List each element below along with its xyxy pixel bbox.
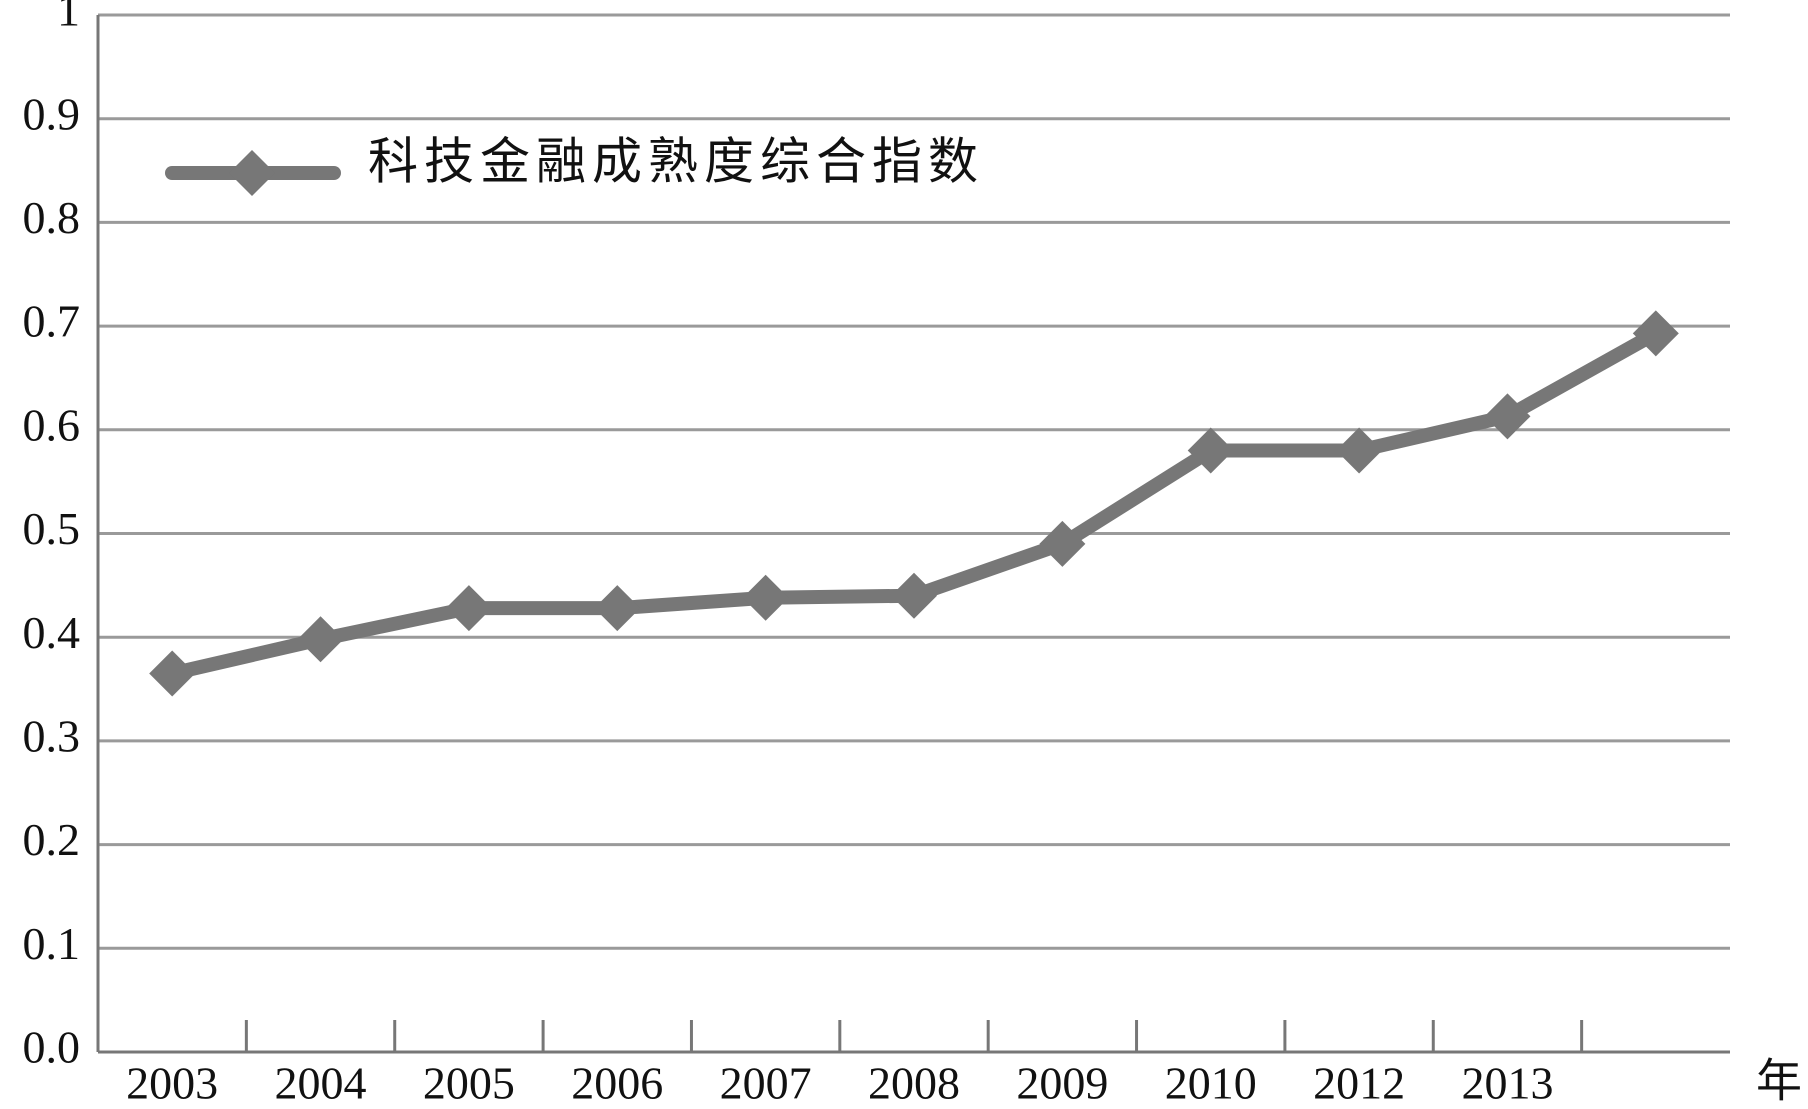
x-axis-unit: 年 <box>1756 1056 1802 1107</box>
y-tick-label: 0.3 <box>23 710 81 761</box>
x-tick-label: 2005 <box>423 1058 515 1109</box>
y-tick-label: 0.0 <box>23 1022 81 1073</box>
y-tick-label: 0.8 <box>23 192 81 243</box>
x-tick-label: 2004 <box>275 1058 367 1109</box>
x-tick-label: 2010 <box>1165 1058 1257 1109</box>
marker <box>1187 427 1234 474</box>
y-tick-label: 0.6 <box>23 399 81 450</box>
marker <box>1632 310 1679 357</box>
marker <box>742 574 789 621</box>
y-tick-label: 1 <box>57 0 80 36</box>
x-tick-label: 2006 <box>571 1058 663 1109</box>
y-tick-label: 0.4 <box>23 607 81 658</box>
series-line <box>170 327 1660 681</box>
x-tick-label: 2008 <box>868 1058 960 1109</box>
marker <box>891 572 937 619</box>
legend-label: 科技金融成熟度综合指数 <box>368 133 984 189</box>
x-tick-label: 2012 <box>1313 1058 1405 1109</box>
marker <box>1336 427 1383 474</box>
y-tick-label: 0.5 <box>23 503 81 554</box>
y-tick-label: 0.7 <box>23 296 81 347</box>
marker <box>1484 393 1531 440</box>
y-tick-label: 0.1 <box>23 918 81 969</box>
legend-marker <box>229 150 275 196</box>
marker <box>594 585 641 632</box>
x-tick-label: 2009 <box>1016 1058 1108 1109</box>
y-tick-label: 0.9 <box>23 88 81 139</box>
x-tick-label: 2007 <box>720 1058 812 1109</box>
marker <box>1039 520 1086 567</box>
x-tick-label: 2003 <box>126 1058 218 1109</box>
y-tick-label: 0.2 <box>23 814 81 865</box>
marker <box>445 585 492 632</box>
marker <box>149 650 196 697</box>
x-tick-label: 2013 <box>1461 1058 1553 1109</box>
marker <box>297 616 344 663</box>
